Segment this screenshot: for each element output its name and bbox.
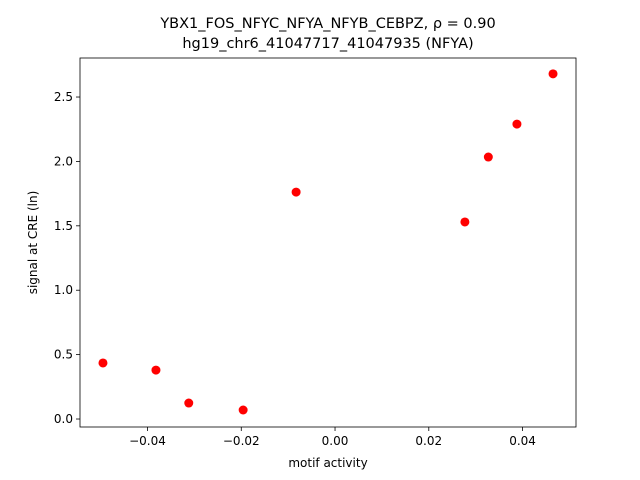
y-tick-label: 0.0 — [54, 412, 73, 426]
y-tick-label: 1.5 — [54, 219, 73, 233]
chart-title: YBX1_FOS_NFYC_NFYA_NFYB_CEBPZ, ρ = 0.90 — [159, 16, 495, 32]
y-axis-label: signal at CRE (ln) — [26, 191, 40, 295]
y-tick-label: 2.5 — [54, 90, 73, 104]
point — [238, 405, 248, 415]
point — [291, 187, 301, 197]
chart-subtitle: hg19_chr6_41047717_41047935 (NFYA) — [182, 36, 473, 52]
point — [483, 152, 493, 162]
y-tick-label: 2.0 — [54, 154, 73, 168]
y-tick-label: 1.0 — [54, 283, 73, 297]
x-tick-label: −0.02 — [223, 434, 260, 448]
x-tick-label: 0.02 — [415, 434, 442, 448]
point — [460, 217, 470, 227]
x-tick-label: −0.04 — [129, 434, 166, 448]
point — [184, 398, 194, 408]
plot-frame — [79, 57, 577, 428]
x-tick-label: 0.00 — [322, 434, 349, 448]
x-axis-label: motif activity — [288, 456, 367, 470]
x-tick-label: 0.04 — [509, 434, 536, 448]
point — [151, 365, 161, 375]
point — [548, 69, 558, 79]
point — [512, 119, 522, 129]
point — [98, 358, 108, 368]
y-tick-label: 0.5 — [54, 348, 73, 362]
